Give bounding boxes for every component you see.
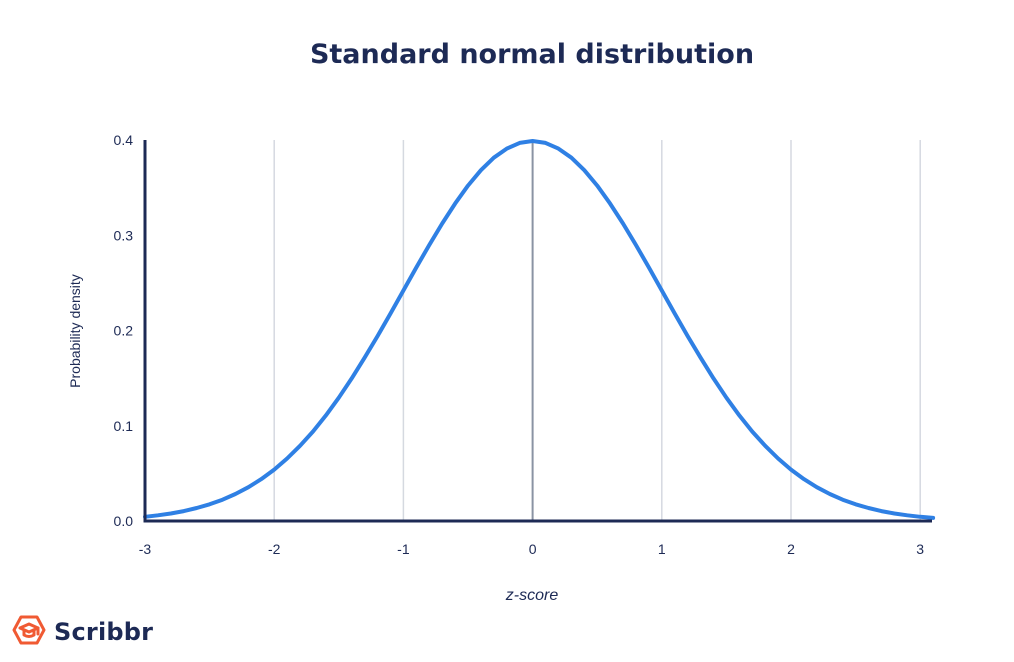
scribbr-logo-icon <box>12 615 46 650</box>
y-tick-label: 0.4 <box>114 132 134 148</box>
tick-labels: -3 -2 -1 0 1 2 3 0.0 0.1 0.2 0.3 0.4 <box>114 132 925 557</box>
axes <box>143 140 932 523</box>
x-tick-label: 0 <box>529 541 537 557</box>
y-tick-label: 0.0 <box>114 513 134 529</box>
chart-title: Standard normal distribution <box>310 39 754 70</box>
x-tick-label: -1 <box>397 541 410 557</box>
x-tick-label: 3 <box>916 541 924 557</box>
plot-area <box>143 139 936 520</box>
brand-logo: Scribbr <box>12 614 153 650</box>
y-axis-label: Probability density <box>67 274 83 388</box>
x-tick-label: -3 <box>139 541 152 557</box>
x-axis-label: z-score <box>505 587 559 604</box>
y-tick-label: 0.2 <box>114 323 134 339</box>
density-curve <box>143 139 936 520</box>
x-tick-label: 2 <box>787 541 795 557</box>
y-tick-label: 0.1 <box>114 418 134 434</box>
brand-name: Scribbr <box>54 618 154 646</box>
grid-lines <box>273 140 921 521</box>
y-tick-label: 0.3 <box>114 227 134 243</box>
x-tick-label: 1 <box>658 541 666 557</box>
x-tick-label: -2 <box>268 541 281 557</box>
